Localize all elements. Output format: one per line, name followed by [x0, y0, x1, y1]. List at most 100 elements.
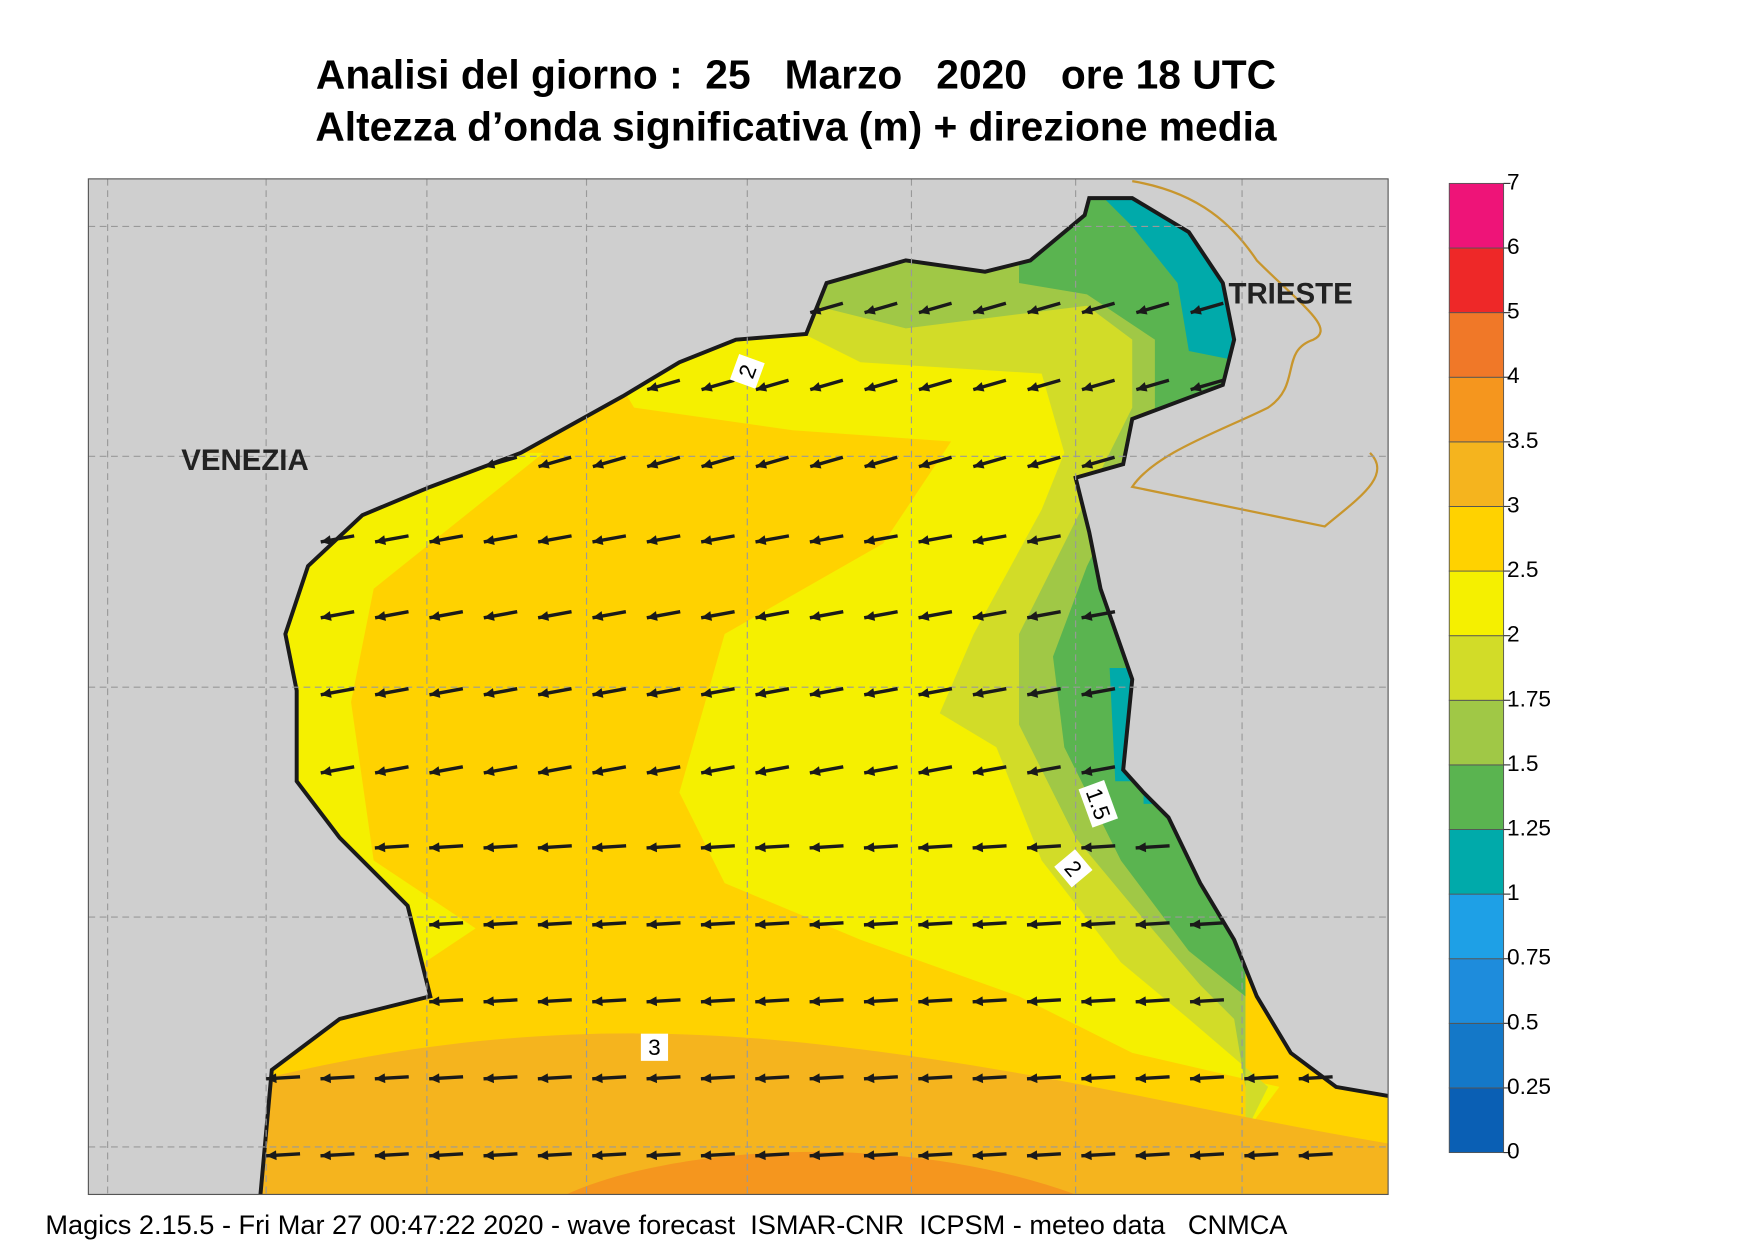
graticule: [88, 178, 1389, 1195]
colorbar-tick-label: 7: [1507, 169, 1520, 194]
place-label: TRIESTE: [1228, 277, 1352, 310]
arrow-head: [592, 996, 603, 1007]
arrow-head: [1298, 1073, 1310, 1084]
arrow-head: [864, 459, 876, 469]
arrow-head: [1135, 919, 1147, 930]
arrow-head: [266, 1150, 277, 1161]
arrow-head: [918, 611, 930, 621]
arrow-head: [483, 688, 495, 698]
wave-1: [1086, 198, 1246, 804]
arrow-head: [483, 611, 495, 621]
arrow-head: [864, 766, 876, 776]
arrow-head: [972, 766, 984, 776]
arrow-head: [918, 1073, 929, 1084]
arrow-head: [374, 1073, 386, 1084]
arrow-head: [863, 919, 875, 930]
arrow-head: [538, 535, 550, 545]
arrow-head: [1081, 766, 1093, 776]
arrow-head: [918, 766, 930, 776]
arrow-head: [809, 611, 821, 621]
arrow-head: [972, 919, 984, 930]
arrow-head: [320, 611, 332, 621]
arrow-head: [918, 688, 930, 698]
colorbar-box: [1448, 829, 1505, 895]
arrow-head: [1244, 1150, 1255, 1161]
colorbar-tick-label: 1.25: [1507, 815, 1551, 840]
contour-label-box: [1054, 849, 1093, 888]
arrow-head: [1081, 1150, 1092, 1161]
arrow-head: [374, 1150, 386, 1161]
arrow-head: [809, 1073, 821, 1084]
arrow-head: [592, 919, 603, 930]
arrow-head: [483, 996, 495, 1007]
arrow-head: [429, 1150, 440, 1161]
colorbar-tick-label: 1.5: [1507, 751, 1538, 776]
arrow-head: [483, 919, 495, 930]
arrow-head: [972, 1073, 984, 1084]
arrow-head: [701, 766, 713, 776]
colorbar-box: [1448, 570, 1505, 637]
arrow-head: [755, 919, 766, 930]
arrow-head: [429, 688, 441, 698]
arrow-head: [809, 842, 821, 853]
contour-label-text: 3: [648, 1035, 661, 1060]
arrow-head: [1081, 996, 1092, 1007]
arrow-head: [429, 919, 440, 930]
arrow-head: [700, 1073, 712, 1084]
colorbar-tick-label: 5: [1507, 299, 1520, 324]
arrow-head: [1027, 459, 1039, 469]
arrow-head: [1027, 535, 1039, 545]
arrow-head: [538, 611, 550, 621]
colorbar-box: [1448, 764, 1505, 830]
arrow-head: [429, 842, 440, 853]
arrow-head: [700, 1150, 712, 1161]
arrow-head: [375, 766, 386, 776]
contour-label-box: [640, 1033, 669, 1061]
place-label: VENEZIA: [181, 444, 309, 477]
arrow-head: [1026, 842, 1038, 853]
arrow-head: [755, 766, 767, 776]
wave-3: [260, 1033, 1389, 1195]
contour-label: 2: [729, 353, 765, 389]
arrow-head: [810, 305, 822, 315]
arrow-head: [538, 459, 550, 469]
arrow-head: [537, 1073, 549, 1084]
arrow-head: [701, 535, 713, 545]
arrow-head: [863, 996, 875, 1007]
colorbar-box: [1448, 958, 1505, 1024]
arrow-head: [918, 535, 930, 545]
arrow-head: [1081, 1073, 1092, 1084]
colorbar-tick-label: 3: [1507, 492, 1520, 517]
arrow-head: [484, 459, 496, 469]
border: [1130, 180, 1379, 528]
arrow-head: [809, 1150, 821, 1161]
arrow-head: [266, 1073, 277, 1084]
arrow-head: [1136, 382, 1148, 392]
arrow-head: [646, 1150, 658, 1161]
colorbar-tick-label: 0: [1507, 1139, 1520, 1164]
colorbar-box: [1448, 506, 1505, 572]
arrow-head: [864, 382, 876, 392]
arrow-head: [1081, 688, 1093, 698]
arrow-head: [1244, 1073, 1255, 1084]
arrow-head: [1081, 919, 1092, 930]
arrow-head: [863, 842, 875, 853]
arrow-head: [483, 535, 495, 545]
arrow-head: [864, 611, 876, 621]
arrow-head: [1027, 766, 1039, 776]
arrow-head: [483, 766, 495, 776]
arrow-head: [592, 459, 605, 469]
contour-label: 3: [640, 1033, 669, 1061]
arrow-head: [1026, 1073, 1038, 1084]
arrow-head: [429, 535, 441, 545]
arrow-head: [1135, 1073, 1147, 1084]
arrow-head: [1081, 305, 1094, 315]
arrow-head: [592, 1073, 603, 1084]
map-frame: [87, 178, 1389, 1196]
arrow-head: [1190, 382, 1202, 392]
arrow-head: [918, 382, 931, 392]
colorbar-box: [1448, 182, 1505, 249]
arrow-head: [592, 688, 604, 698]
arrow-head: [1027, 688, 1039, 698]
arrow-head: [647, 459, 659, 469]
